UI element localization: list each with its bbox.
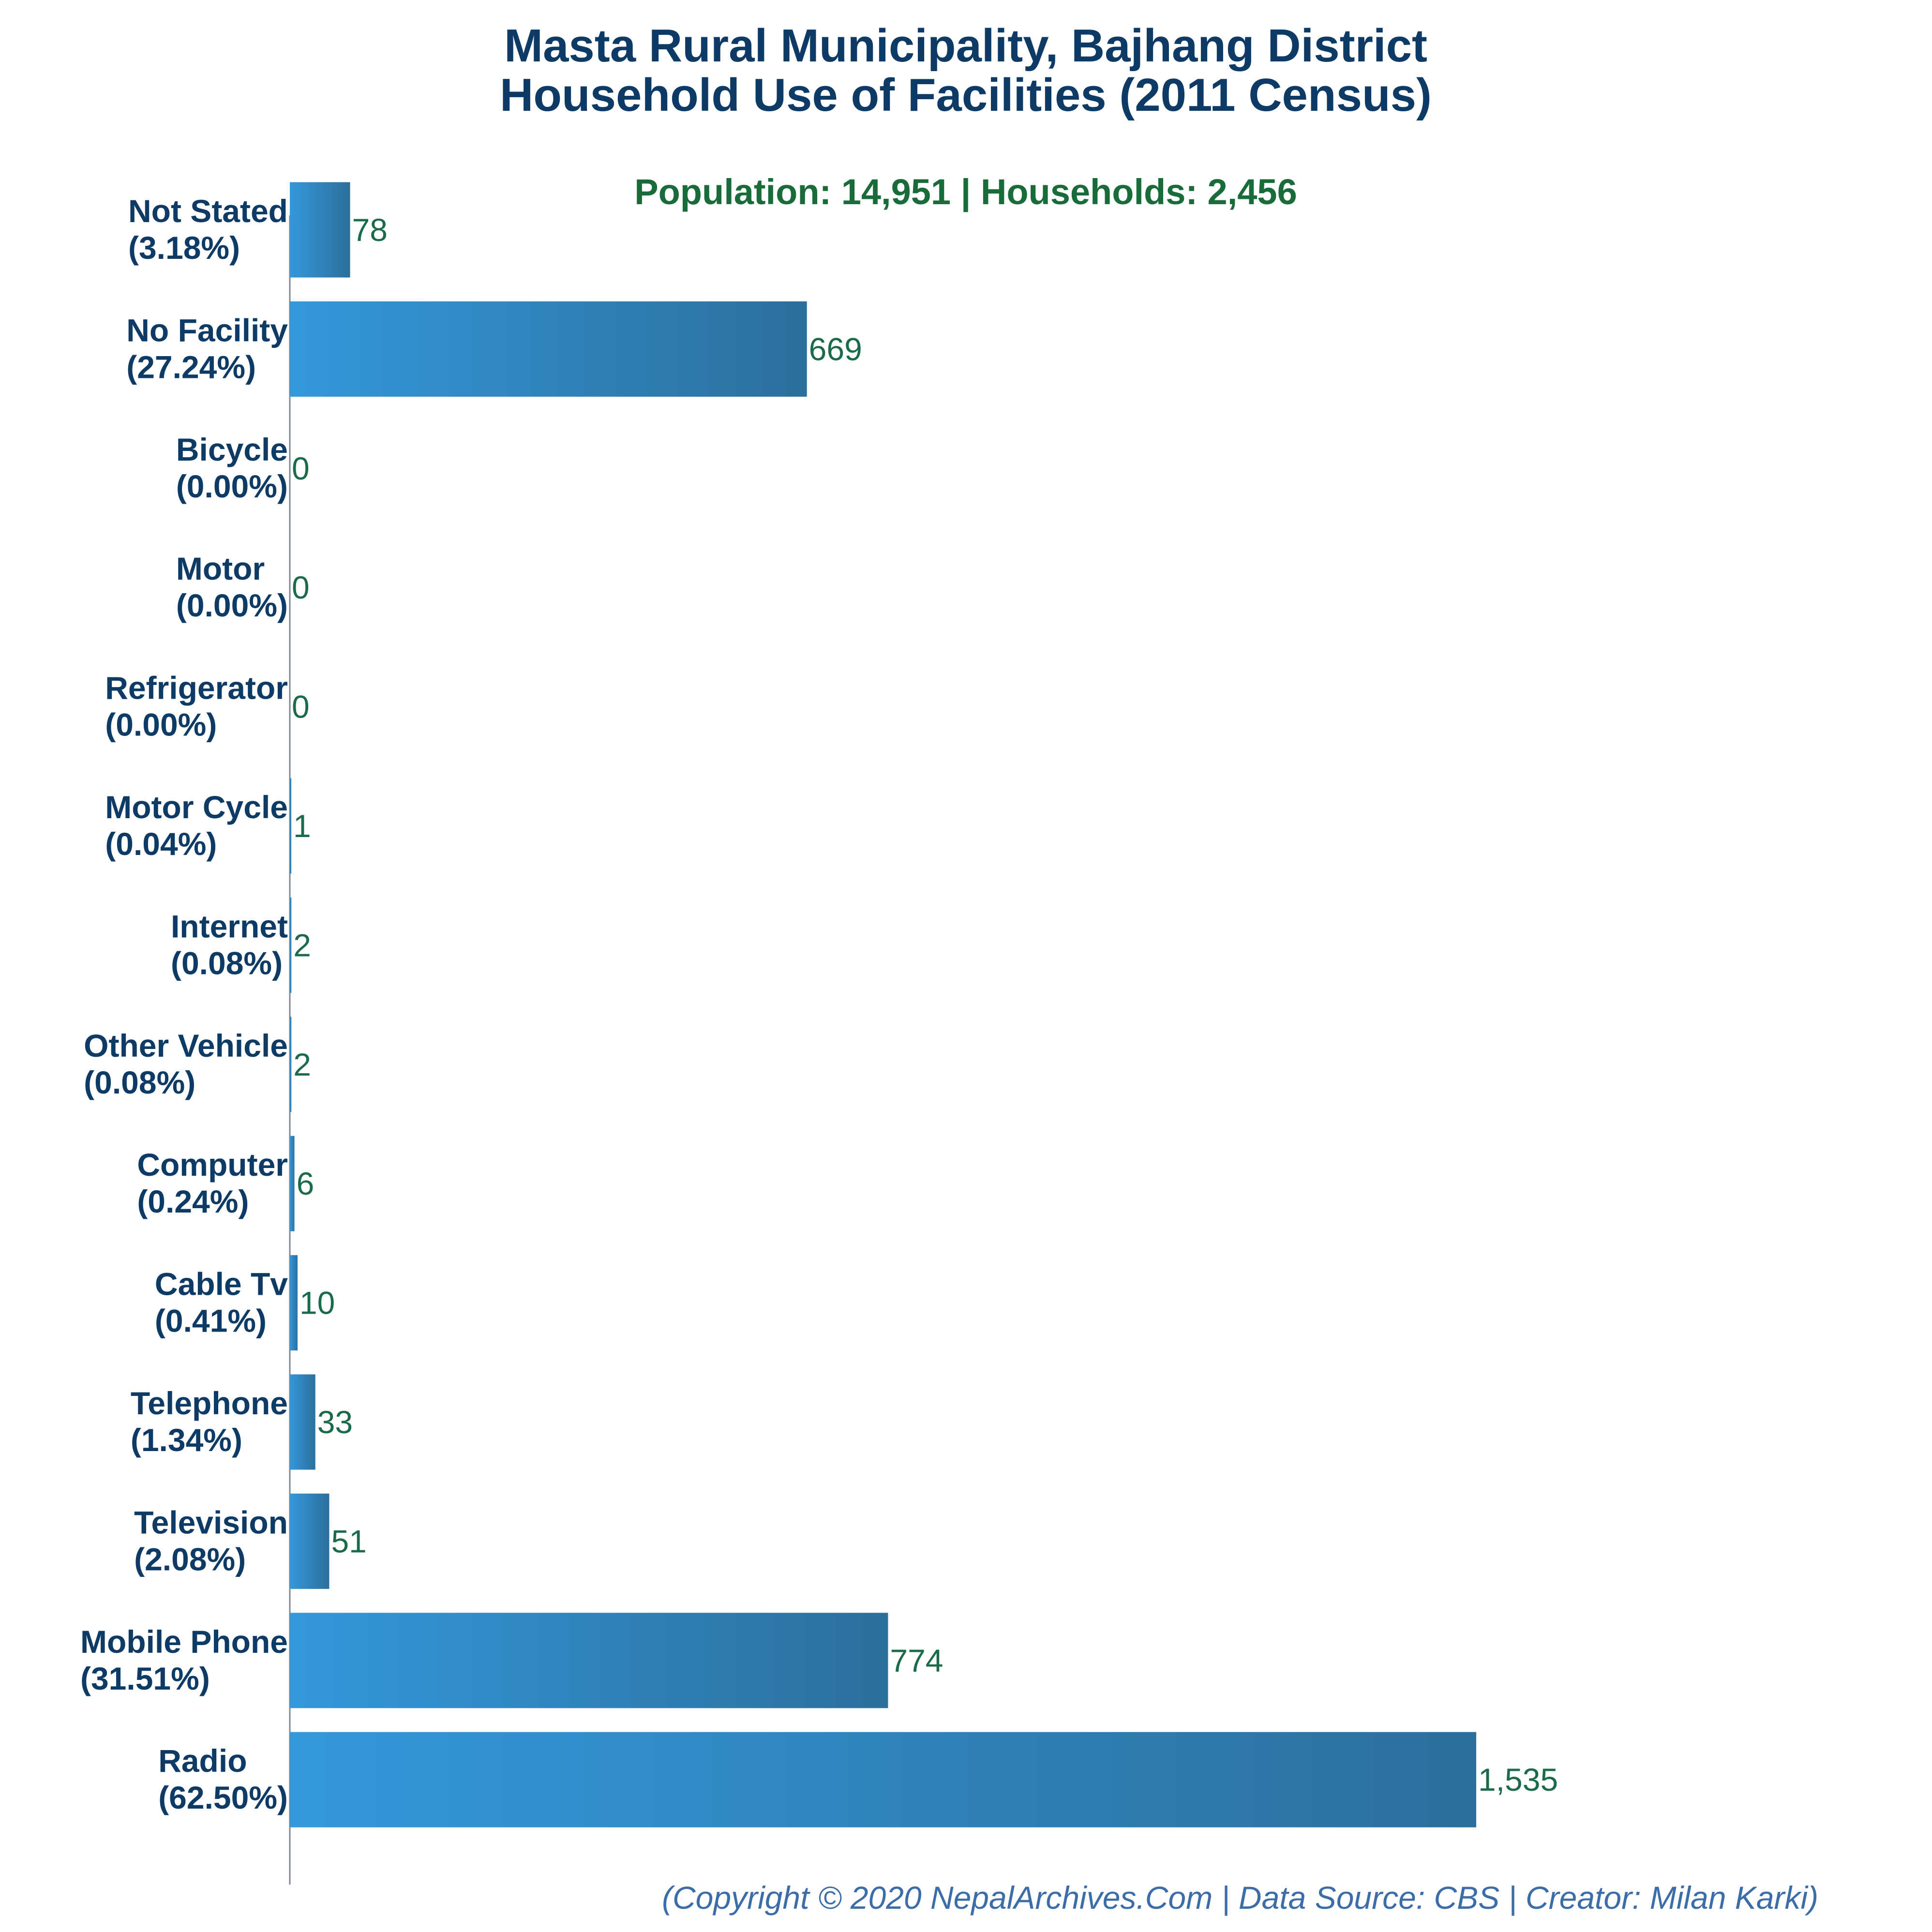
- footer-credit: (Copyright © 2020 NepalArchives.Com | Da…: [662, 1880, 1818, 1917]
- bar-mobile-phone: [290, 1613, 888, 1708]
- bar-radio: [290, 1732, 1476, 1827]
- category-name-cable-tv: Cable Tv: [155, 1266, 288, 1302]
- bar-no-facility: [290, 301, 807, 397]
- bar-motor-cycle: [290, 778, 291, 874]
- value-label-mobile-phone: 774: [890, 1643, 943, 1678]
- category-percent-refrigerator: (0.00%): [105, 707, 217, 743]
- category-label-mobile-phone: Mobile Phone (31.51%): [80, 1624, 288, 1696]
- category-name-other-vehicle: Other Vehicle: [84, 1028, 288, 1063]
- value-label-computer: 6: [297, 1166, 315, 1201]
- category-percent-motor: (0.00%): [176, 587, 288, 623]
- bar-not-stated: [290, 182, 350, 278]
- value-label-cable-tv: 10: [300, 1285, 335, 1321]
- category-percent-radio: (62.50%): [158, 1780, 288, 1815]
- category-name-not-stated: Not Stated: [128, 193, 288, 229]
- category-percent-motor-cycle: (0.04%): [105, 826, 217, 862]
- category-name-no-facility: No Facility: [126, 312, 288, 348]
- category-percent-mobile-phone: (31.51%): [80, 1661, 210, 1696]
- value-label-motor-cycle: 1: [293, 808, 311, 844]
- bar-television: [290, 1493, 329, 1589]
- value-label-other-vehicle: 2: [293, 1047, 311, 1082]
- category-percent-other-vehicle: (0.08%): [84, 1064, 195, 1100]
- value-label-television: 51: [331, 1523, 366, 1559]
- category-percent-telephone: (1.34%): [131, 1422, 242, 1458]
- category-percent-cable-tv: (0.41%): [155, 1303, 267, 1339]
- value-label-telephone: 33: [317, 1404, 353, 1440]
- category-label-motor: Motor (0.00%): [176, 551, 288, 623]
- bar-computer: [290, 1136, 295, 1231]
- category-name-radio: Radio: [158, 1743, 247, 1779]
- category-label-no-facility: No Facility (27.24%): [126, 312, 288, 385]
- bar-other-vehicle: [290, 1017, 292, 1112]
- category-label-cable-tv: Cable Tv (0.41%): [155, 1266, 288, 1339]
- category-percent-no-facility: (27.24%): [126, 349, 256, 385]
- category-label-internet: Internet (0.08%): [171, 908, 288, 981]
- category-name-mobile-phone: Mobile Phone: [80, 1624, 288, 1660]
- value-label-bicycle: 0: [292, 450, 310, 486]
- category-name-internet: Internet: [171, 908, 288, 944]
- category-percent-computer: (0.24%): [137, 1183, 249, 1219]
- value-label-internet: 2: [293, 927, 311, 963]
- value-label-radio: 1,535: [1478, 1762, 1558, 1797]
- bars-group: 78 Not Stated (3.18%) 669 No Facility (27.24%…: [80, 182, 1558, 1827]
- category-name-refrigerator: Refrigerator: [105, 670, 288, 706]
- chart-subtitle: Population: 14,951 | Households: 2,456: [634, 172, 1297, 212]
- category-label-computer: Computer (0.24%): [137, 1147, 288, 1219]
- category-percent-not-stated: (3.18%): [128, 230, 240, 266]
- chart-title-line-1: Masta Rural Municipality, Bajhang Distri…: [504, 20, 1427, 72]
- category-name-motor: Motor: [176, 551, 265, 586]
- category-label-motor-cycle: Motor Cycle (0.04%): [105, 789, 288, 862]
- category-name-computer: Computer: [137, 1147, 288, 1183]
- category-label-other-vehicle: Other Vehicle (0.08%): [84, 1028, 288, 1100]
- category-label-television: Television (2.08%): [134, 1504, 288, 1577]
- value-label-refrigerator: 0: [292, 689, 310, 725]
- category-name-motor-cycle: Motor Cycle: [105, 789, 288, 825]
- category-label-telephone: Telephone (1.34%): [131, 1385, 288, 1458]
- bar-internet: [290, 897, 292, 993]
- category-percent-television: (2.08%): [134, 1541, 246, 1577]
- category-name-bicycle: Bicycle: [176, 432, 288, 467]
- bar-telephone: [290, 1374, 315, 1470]
- value-label-motor: 0: [292, 569, 310, 605]
- category-label-refrigerator: Refrigerator (0.00%): [105, 670, 288, 743]
- value-label-no-facility: 669: [809, 331, 862, 367]
- category-label-radio: Radio (62.50%): [158, 1743, 288, 1815]
- chart-title-line-2: Household Use of Facilities (2011 Census…: [500, 69, 1432, 121]
- value-label-not-stated: 78: [352, 212, 388, 248]
- category-percent-bicycle: (0.00%): [176, 468, 288, 504]
- category-percent-internet: (0.08%): [171, 945, 283, 981]
- category-label-not-stated: Not Stated (3.18%): [128, 193, 288, 266]
- category-label-bicycle: Bicycle (0.00%): [176, 432, 288, 504]
- category-name-television: Television: [134, 1504, 288, 1540]
- category-name-telephone: Telephone: [131, 1385, 288, 1421]
- bar-cable-tv: [290, 1255, 298, 1351]
